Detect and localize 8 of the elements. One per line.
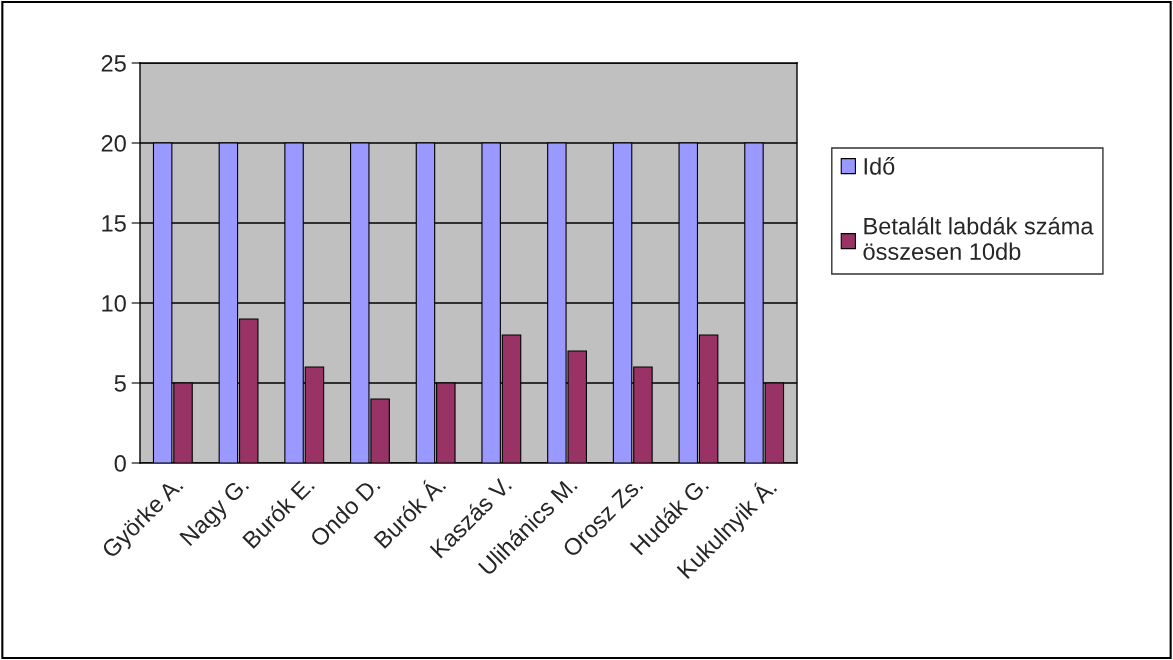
legend-label: Idő — [864, 157, 895, 175]
y-tick-label: 10 — [102, 295, 126, 312]
y-tick-label: 15 — [102, 215, 126, 232]
y-tick-label: 25 — [101, 55, 126, 72]
y-tick-label: 0 — [114, 455, 126, 472]
y-tick-label: 5 — [114, 375, 126, 392]
legend-label: Betalált labdák száma összesen 10db — [863, 216, 1094, 260]
y-tick-label: 20 — [101, 135, 126, 152]
